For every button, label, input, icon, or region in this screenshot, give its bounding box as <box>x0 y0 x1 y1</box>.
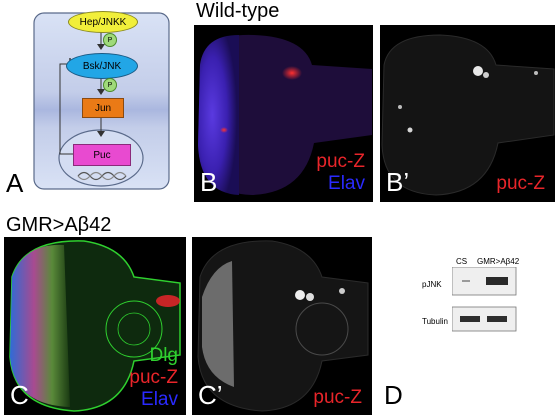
panel-letter-c: C <box>10 380 29 410</box>
row-label-tubulin: Tubulin <box>422 317 448 326</box>
panel-c-prime-stain-puc-z: puc-Z <box>313 387 362 408</box>
phospho-badge-2: P <box>103 78 117 92</box>
pjnk-band-gmr <box>486 277 508 285</box>
phospho-label-1: P <box>107 36 113 44</box>
panel-b-prime-stain-puc-z: puc-Z <box>496 173 545 194</box>
panel-letter-d: D <box>384 380 403 410</box>
pjnk-band-cs <box>462 280 470 282</box>
hep-jnkk-node: Hep/JNKK <box>68 11 138 33</box>
panel-c-stain-dlg: Dlg <box>149 345 178 366</box>
panel-d: CS GMR>Aβ42 pJNK Tubulin D <box>376 237 558 415</box>
wild-type-header: Wild-type <box>196 0 280 22</box>
bsk-jnk-node: Bsk/JNK <box>66 53 138 79</box>
jun-node: Jun <box>82 98 124 118</box>
tubulin-band-gmr <box>487 316 507 322</box>
gmr-puc-z-micrograph <box>197 240 369 412</box>
panel-c-image: C Dlg puc-Z Elav <box>4 237 186 415</box>
jun-label: Jun <box>94 102 112 114</box>
panel-letter-b-prime: B’ <box>386 167 410 197</box>
western-blot <box>452 267 517 332</box>
panel-c-stain-puc-z: puc-Z <box>129 367 178 388</box>
gmr-dlg-puc-elav-micrograph <box>9 240 181 412</box>
panel-c-stain-elav: Elav <box>141 389 178 410</box>
puc-label: Puc <box>93 149 111 161</box>
panel-b-image: B puc-Z Elav <box>194 25 373 202</box>
puc-node: Puc <box>73 144 131 166</box>
panel-c-prime-image: C’ puc-Z <box>192 237 372 415</box>
gmr-abeta42-header: GMR>Aβ42 <box>6 214 112 236</box>
lane-label-gmr-abeta42: GMR>Aβ42 <box>477 257 520 266</box>
panel-letter-b: B <box>200 167 218 197</box>
wild-type-puc-z-micrograph <box>381 34 555 196</box>
panel-b-stain-elav: Elav <box>328 173 365 194</box>
wild-type-elav-puc-micrograph <box>198 34 372 195</box>
panel-letter-a: A <box>6 168 24 198</box>
panel-a: Hep/JNKK P Bsk/JNK P Jun Puc A <box>0 0 185 200</box>
panel-letter-c-prime: C’ <box>198 380 223 410</box>
bsk-jnk-label: Bsk/JNK <box>82 60 122 72</box>
tubulin-band-cs <box>460 316 480 322</box>
lane-label-cs: CS <box>456 257 468 266</box>
row-label-pjnk: pJNK <box>422 280 442 289</box>
phospho-label-2: P <box>107 81 113 89</box>
hep-jnkk-label: Hep/JNKK <box>79 16 127 28</box>
panel-b-stain-puc-z: puc-Z <box>316 151 365 172</box>
phospho-badge-1: P <box>103 33 117 47</box>
panel-b-prime-image: B’ puc-Z <box>380 25 555 202</box>
dna-icon <box>77 171 127 181</box>
